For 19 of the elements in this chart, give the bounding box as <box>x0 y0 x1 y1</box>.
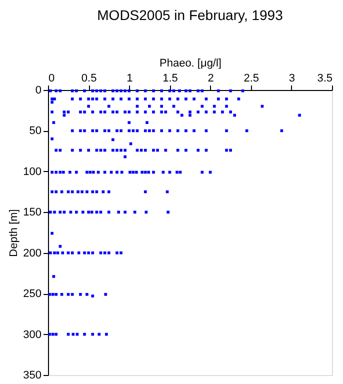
x-tick-label: 3 <box>288 72 295 84</box>
x-axis-title: Phaeo. [μg/l] <box>160 58 222 70</box>
x-tick-label: 3.5 <box>317 72 332 84</box>
x-tick-label: 2 <box>208 72 214 84</box>
x-tick-label: 1 <box>126 72 133 84</box>
y-tick-label: 0 <box>35 84 42 96</box>
y-tick-label: 50 <box>29 125 42 138</box>
chart-title: MODS2005 in February, 1993 <box>97 7 284 23</box>
x-tick-label: 2.5 <box>244 72 260 84</box>
y-tick-label: 100 <box>23 166 42 178</box>
x-tick-label: 1.5 <box>162 72 178 84</box>
x-tick-label: 0 <box>48 72 55 84</box>
x-tick-label: 0.5 <box>81 72 97 84</box>
y-axis-title: Depth [m] <box>8 209 20 257</box>
y-tick-label: 250 <box>23 288 42 300</box>
y-tick-label: 300 <box>23 328 42 341</box>
y-tick-label: 150 <box>23 206 42 219</box>
y-tick-label: 200 <box>23 247 42 260</box>
y-tick-label: 350 <box>23 370 42 382</box>
